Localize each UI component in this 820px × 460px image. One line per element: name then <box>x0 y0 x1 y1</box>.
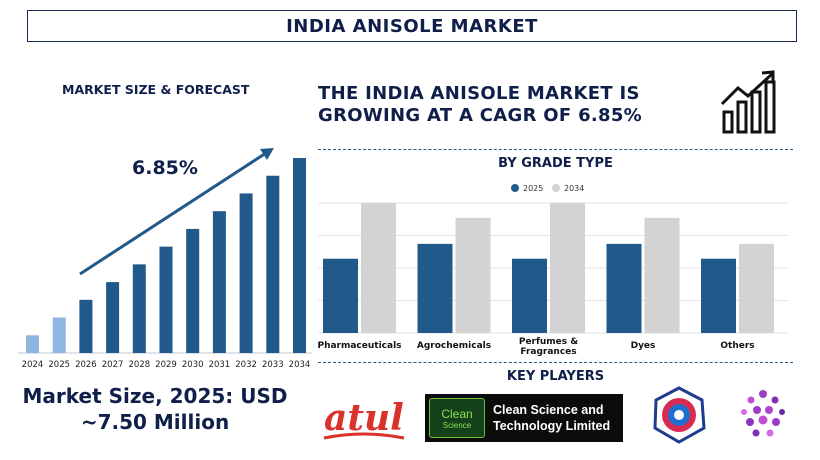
trend-arrow-line <box>79 151 267 276</box>
clean-name-line2: Technology Limited <box>493 419 611 433</box>
grade-tick-label-0: Pharmaceuticals <box>318 341 402 351</box>
clean-badge-line1: Clean <box>441 406 473 421</box>
grade-bar-2034-1 <box>455 217 491 333</box>
atul-logo: atul <box>323 397 405 440</box>
forecast-tick-2031: 2031 <box>209 360 231 370</box>
cagr-annotation: 6.85% <box>132 157 198 179</box>
growth-chart-icon <box>720 70 776 134</box>
divider-top <box>318 149 793 150</box>
forecast-tick-2026: 2026 <box>75 360 97 370</box>
clean-badge-line2: Science <box>442 420 472 430</box>
grade-tick-label-4: Others <box>720 341 754 351</box>
divider-middle <box>318 362 793 363</box>
grade-bar-2025-4 <box>701 258 736 333</box>
clean-science-badge: Clean Science <box>429 398 485 438</box>
forecast-subtitle: MARKET SIZE & FORECAST <box>62 82 250 97</box>
forecast-tick-2030: 2030 <box>182 360 204 370</box>
grade-chart: 2025 2034 Pharmaceuticals Agrochemicals Perf… <box>318 184 788 357</box>
forecast-bar-2027 <box>106 282 120 353</box>
clean-science-name: Clean Science and Technology Limited <box>493 402 610 434</box>
cagr-headline: THE INDIA ANISOLE MARKET IS GROWING AT A… <box>318 83 643 126</box>
grade-bar-2025-3 <box>606 243 642 333</box>
molecule-dots-logo <box>741 390 785 437</box>
clean-science-logo: Clean Science Clean Science and Technolo… <box>425 394 623 442</box>
forecast-bar-2033 <box>266 175 280 353</box>
forecast-chart: 2024 2025 2026 2027 2028 2029 2030 2031 2032 2033… <box>18 148 312 370</box>
grade-chart-title: BY GRADE TYPE <box>498 156 613 171</box>
forecast-bar-2031 <box>212 211 226 353</box>
page-title: INDIA ANISOLE MARKET <box>27 10 797 42</box>
forecast-bar-2025 <box>52 317 66 353</box>
market-size-text: Market Size, 2025: USD ~7.50 Million <box>0 383 310 435</box>
company-seal-logo <box>653 386 706 444</box>
clean-name-line1: Clean Science and <box>493 403 604 417</box>
forecast-tick-2024: 2024 <box>22 360 44 370</box>
grade-tick-label-3: Dyes <box>631 341 656 351</box>
legend-marker-2034 <box>552 184 560 192</box>
grade-bar-2034-4 <box>739 243 774 333</box>
grade-bar-2034-0 <box>361 203 396 333</box>
forecast-tick-2028: 2028 <box>128 360 150 370</box>
forecast-bar-2029 <box>159 246 173 353</box>
forecast-bar-2028 <box>132 264 146 353</box>
legend-label-2034: 2034 <box>564 184 584 193</box>
grade-tick-label-1: Agrochemicals <box>417 341 491 351</box>
legend-label-2025: 2025 <box>523 184 543 193</box>
forecast-tick-2034: 2034 <box>289 360 311 370</box>
forecast-tick-2027: 2027 <box>102 360 124 370</box>
grade-bar-2025-2 <box>512 258 547 333</box>
grade-bar-2034-2 <box>550 203 585 333</box>
grade-bar-2025-1 <box>417 243 453 333</box>
legend-marker-2025 <box>511 184 519 192</box>
market-size-line1: Market Size, 2025: USD <box>22 384 288 408</box>
atul-logo-text: atul <box>324 397 404 439</box>
market-size-line2: ~7.50 Million <box>80 410 230 434</box>
forecast-bar-2024 <box>26 335 39 353</box>
forecast-tick-2025: 2025 <box>48 360 70 370</box>
forecast-tick-2033: 2033 <box>262 360 284 370</box>
forecast-bar-2032 <box>239 193 253 353</box>
grade-bar-2025-0 <box>323 258 358 333</box>
trend-arrow-head <box>260 148 274 160</box>
forecast-bar-2030 <box>186 228 200 353</box>
forecast-tick-2032: 2032 <box>235 360 257 370</box>
forecast-tick-2029: 2029 <box>155 360 177 370</box>
forecast-bar-2026 <box>79 299 93 353</box>
key-players-title: KEY PLAYERS <box>506 369 605 384</box>
forecast-bar-2034 <box>293 158 306 353</box>
grade-tick-label-2: Perfumes & Fragrances <box>519 337 578 357</box>
grade-bar-2034-3 <box>644 217 680 333</box>
